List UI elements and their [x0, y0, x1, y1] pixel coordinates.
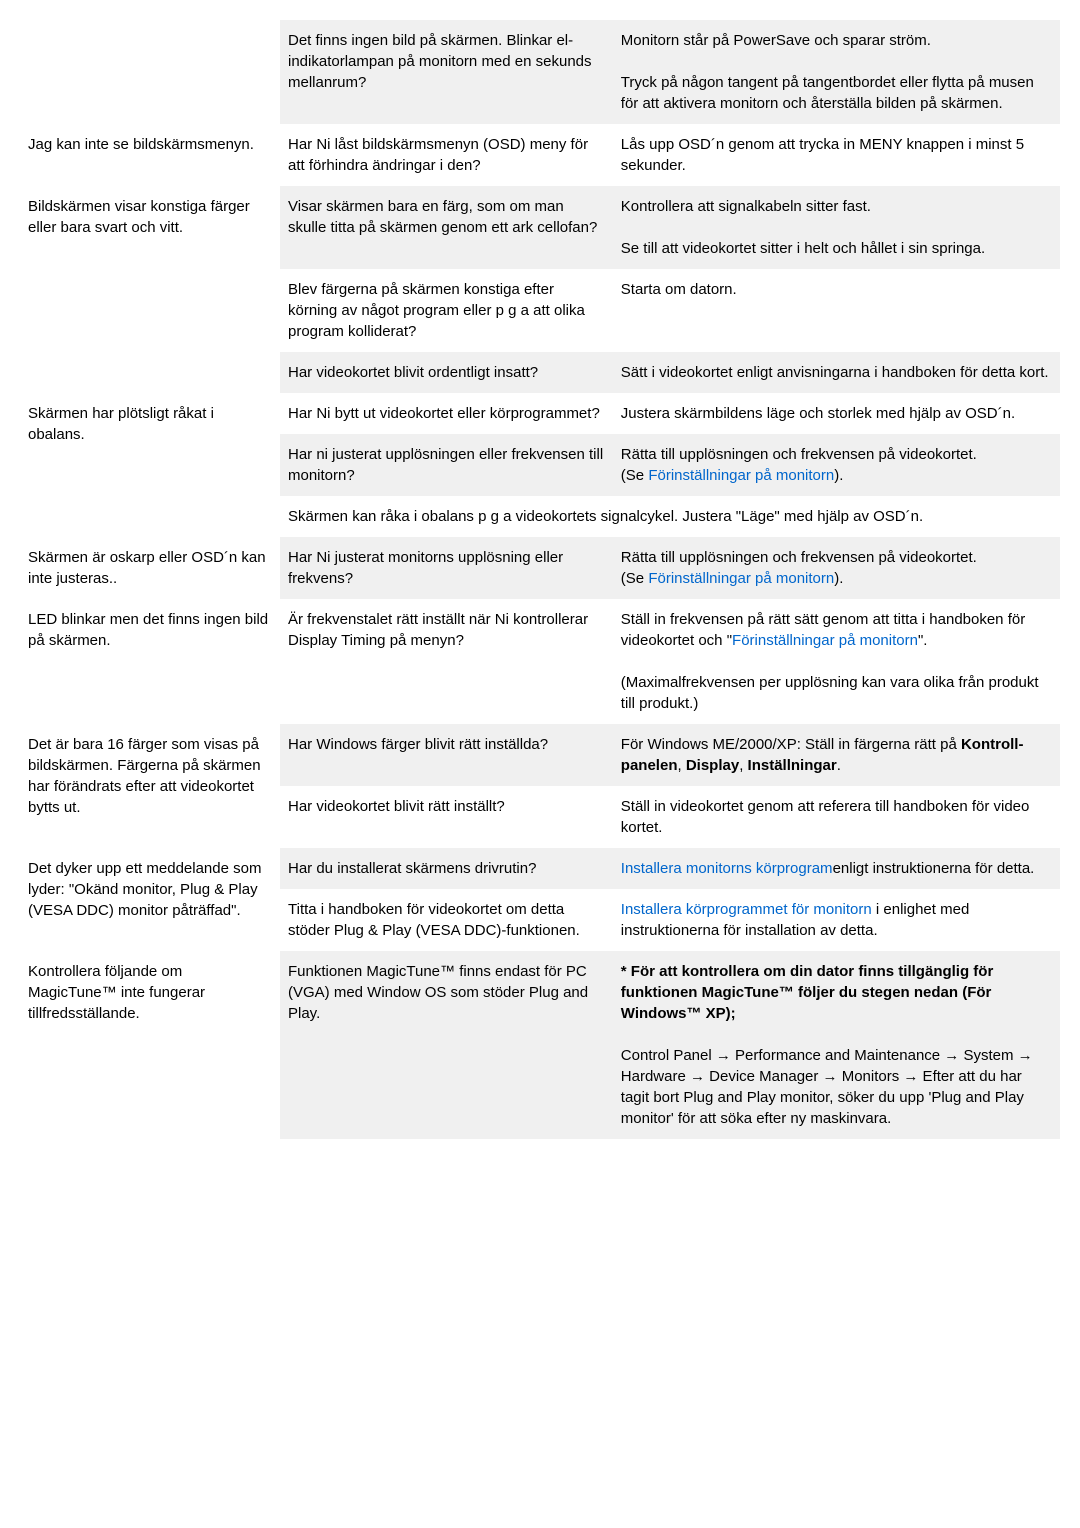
- table-row: Skärmen har plötsligt råkat i obalans. H…: [20, 393, 1060, 434]
- install-link[interactable]: Installera körprogrammet för monitorn: [621, 901, 872, 918]
- answer-text: Control Panel → Performance and Maintena…: [621, 1047, 1033, 1127]
- answer-cell: Monitorn står på PowerSave och sparar st…: [613, 20, 1060, 124]
- answer-cell: Ställ in frekvensen på rätt sätt genom a…: [613, 599, 1060, 724]
- answer-text: Se till att videokortet sitter i helt oc…: [621, 240, 985, 257]
- answer-text: För Windows ME/2000/XP: Ställ in färgern…: [621, 736, 961, 753]
- bold-text: Display: [686, 757, 739, 774]
- answer-text: ).: [834, 467, 843, 484]
- answer-cell: Lås upp OSD´n genom att trycka in MENY k…: [613, 124, 1060, 186]
- preset-link[interactable]: Förinställningar på monitorn: [648, 467, 834, 484]
- question-cell: Det finns ingen bild på skärmen. Blinkar…: [280, 20, 613, 124]
- answer-cell: Kontrollera att signalkabeln sitter fast…: [613, 186, 1060, 269]
- answer-text: ".: [918, 632, 928, 649]
- answer-text: (Maximalfrekvensen per upplösning kan va…: [621, 674, 1039, 712]
- answer-text: Rätta till upplösningen och frekvensen p…: [621, 549, 977, 566]
- question-cell: Har Windows färger blivit rätt inställda…: [280, 724, 613, 786]
- answer-text: ,: [739, 757, 747, 774]
- merged-cell: Skärmen kan råka i obalans p g a videoko…: [280, 496, 1060, 537]
- answer-cell: Rätta till upplösningen och frekvensen p…: [613, 537, 1060, 599]
- question-cell: Har videokortet blivit rätt inställt?: [280, 786, 613, 848]
- problem-cell: Skärmen har plötsligt råkat i obalans.: [20, 393, 280, 537]
- preset-link[interactable]: Förinställningar på monitorn: [732, 632, 918, 649]
- question-cell: Funktionen MagicTune™ finns endast för P…: [280, 951, 613, 1139]
- bold-text: * För att kontrollera om din dator finns…: [621, 963, 994, 1022]
- answer-cell: Installera monitorns körprogramenligt in…: [613, 848, 1060, 889]
- question-cell: Har Ni justerat monitorns upplösning ell…: [280, 537, 613, 599]
- problem-cell: [20, 20, 280, 124]
- table-row: LED blinkar men det finns ingen bild på …: [20, 599, 1060, 724]
- problem-cell: Bildskärmen visar konstiga färger eller …: [20, 186, 280, 393]
- problem-cell: Jag kan inte se bildskärmsmenyn.: [20, 124, 280, 186]
- preset-link[interactable]: Förinställningar på monitorn: [648, 570, 834, 587]
- problem-cell: LED blinkar men det finns ingen bild på …: [20, 599, 280, 724]
- problem-cell: Skärmen är oskarp eller OSD´n kan inte j…: [20, 537, 280, 599]
- answer-text: enligt instruktionerna för detta.: [833, 860, 1035, 877]
- table-row: Det finns ingen bild på skärmen. Blinkar…: [20, 20, 1060, 124]
- question-cell: Är frekvenstalet rätt inställt när Ni ko…: [280, 599, 613, 724]
- problem-cell: Det dyker upp ett meddelande som lyder: …: [20, 848, 280, 951]
- answer-cell: För Windows ME/2000/XP: Ställ in färgern…: [613, 724, 1060, 786]
- answer-text: Tryck på någon tangent på tangentbordet …: [621, 74, 1034, 112]
- answer-cell: Starta om datorn.: [613, 269, 1060, 352]
- problem-cell: Det är bara 16 färger som visas på bilds…: [20, 724, 280, 848]
- troubleshooting-table: Det finns ingen bild på skärmen. Blinkar…: [20, 20, 1060, 1139]
- answer-text: (Se: [621, 467, 649, 484]
- question-cell: Titta i handboken för videokortet om det…: [280, 889, 613, 951]
- install-link[interactable]: Installera monitorns körprogram: [621, 860, 833, 877]
- table-row: Det är bara 16 färger som visas på bilds…: [20, 724, 1060, 786]
- answer-cell: * För att kontrollera om din dator finns…: [613, 951, 1060, 1139]
- answer-cell: Sätt i videokortet enligt anvisningarna …: [613, 352, 1060, 393]
- table-row: Bildskärmen visar konstiga färger eller …: [20, 186, 1060, 269]
- answer-text: ).: [834, 570, 843, 587]
- answer-text: Rätta till upplösningen och frekvensen p…: [621, 446, 977, 463]
- question-cell: Har Ni låst bildskärmsmenyn (OSD) meny f…: [280, 124, 613, 186]
- question-cell: Har ni justerat upplösningen eller frekv…: [280, 434, 613, 496]
- question-cell: Blev färgerna på skärmen konstiga efter …: [280, 269, 613, 352]
- answer-text: Monitorn står på PowerSave och sparar st…: [621, 32, 931, 49]
- question-cell: Har Ni bytt ut videokortet eller körprog…: [280, 393, 613, 434]
- answer-cell: Installera körprogrammet för monitorn i …: [613, 889, 1060, 951]
- table-row: Kontrollera följande om MagicTune™ inte …: [20, 951, 1060, 1139]
- table-row: Skärmen är oskarp eller OSD´n kan inte j…: [20, 537, 1060, 599]
- question-cell: Visar skärmen bara en färg, som om man s…: [280, 186, 613, 269]
- answer-text: .: [837, 757, 841, 774]
- answer-text: Kontrollera att signalkabeln sitter fast…: [621, 198, 871, 215]
- table-row: Det dyker upp ett meddelande som lyder: …: [20, 848, 1060, 889]
- answer-text: ,: [677, 757, 685, 774]
- bold-text: Inställningar: [748, 757, 837, 774]
- answer-text: (Se: [621, 570, 649, 587]
- table-row: Jag kan inte se bildskärmsmenyn. Har Ni …: [20, 124, 1060, 186]
- answer-cell: Ställ in videokortet genom att referera …: [613, 786, 1060, 848]
- question-cell: Har videokortet blivit ordentligt insatt…: [280, 352, 613, 393]
- problem-cell: Kontrollera följande om MagicTune™ inte …: [20, 951, 280, 1139]
- answer-cell: Justera skärmbildens läge och storlek me…: [613, 393, 1060, 434]
- question-cell: Har du installerat skärmens drivrutin?: [280, 848, 613, 889]
- answer-cell: Rätta till upplösningen och frekvensen p…: [613, 434, 1060, 496]
